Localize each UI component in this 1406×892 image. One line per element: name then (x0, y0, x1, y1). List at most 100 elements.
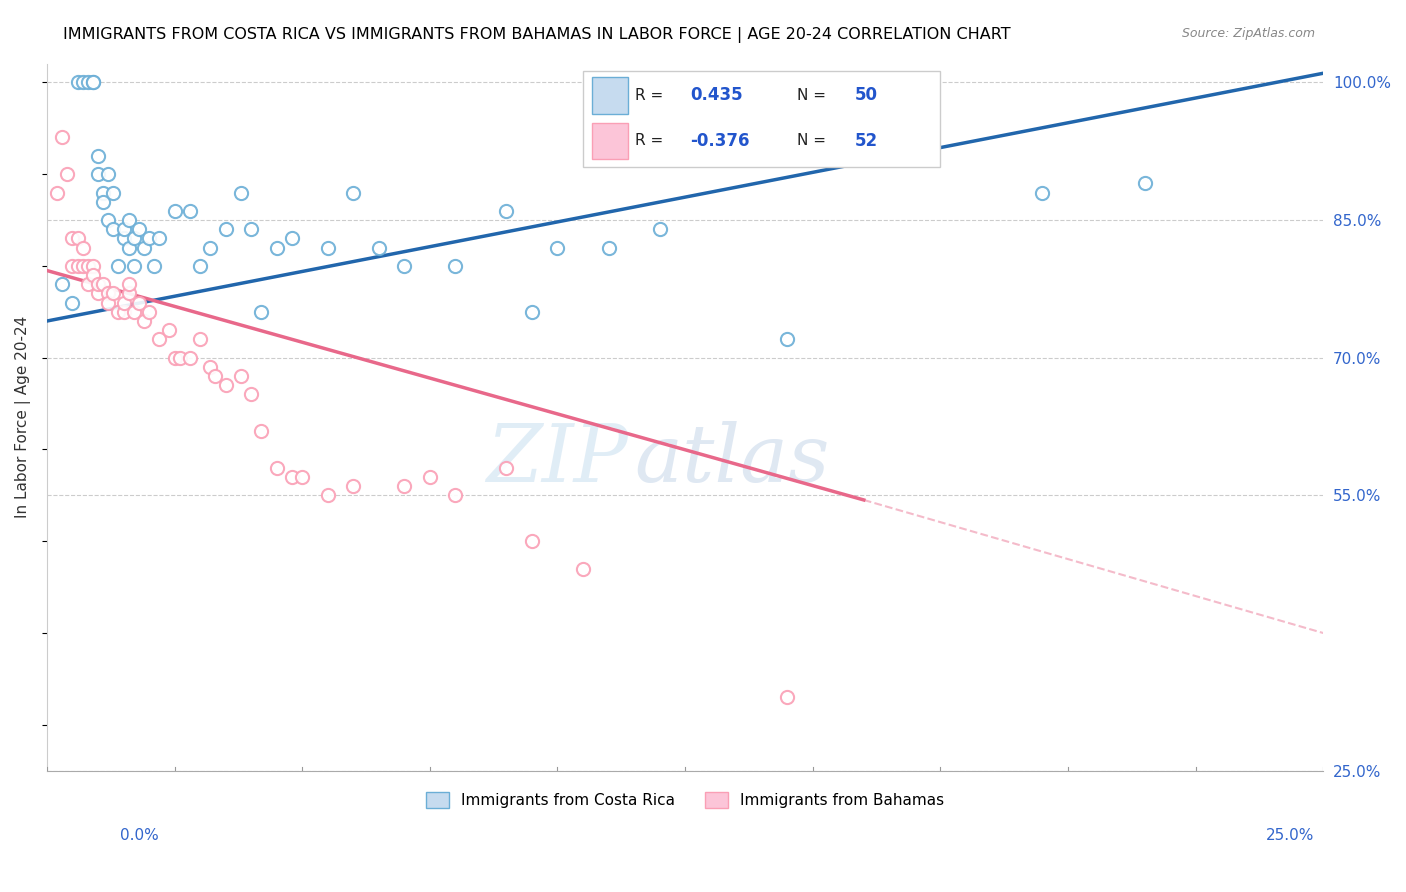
Point (266, 460, 288, 475)
Point (62, 259, 84, 273)
Point (214, 378, 236, 392)
Point (46, 186, 69, 200)
Point (342, 479, 364, 493)
Point (72, 75, 94, 89)
Point (97, 286, 120, 301)
Point (444, 259, 467, 273)
Point (76, 75, 98, 89)
Point (103, 186, 125, 200)
Point (118, 213, 141, 227)
Legend: Immigrants from Costa Rica, Immigrants from Bahamas: Immigrants from Costa Rica, Immigrants f… (418, 785, 952, 816)
Point (520, 534, 543, 549)
Point (138, 305, 160, 319)
Point (495, 203, 517, 218)
Text: IMMIGRANTS FROM COSTA RICA VS IMMIGRANTS FROM BAHAMAS IN LABOR FORCE | AGE 20-24: IMMIGRANTS FROM COSTA RICA VS IMMIGRANTS… (63, 27, 1011, 43)
Point (598, 241, 620, 255)
Point (367, 241, 389, 255)
Point (572, 562, 595, 576)
Point (240, 222, 263, 236)
Text: 0.0%: 0.0% (120, 829, 159, 843)
Text: 25.0%: 25.0% (1267, 829, 1315, 843)
Point (56, 167, 79, 181)
Text: ZIP: ZIP (486, 421, 627, 499)
Point (82, 259, 104, 273)
Point (316, 488, 339, 502)
Point (179, 351, 201, 365)
Point (1031, 186, 1053, 200)
Point (132, 241, 155, 255)
Point (128, 222, 150, 236)
Point (776, 332, 799, 346)
Point (229, 186, 252, 200)
Point (122, 305, 145, 319)
Point (188, 259, 211, 273)
Point (91, 194, 114, 209)
Point (107, 259, 129, 273)
Point (316, 241, 339, 255)
Point (87, 149, 110, 163)
Point (103, 222, 125, 236)
Point (107, 305, 129, 319)
Point (62, 295, 84, 310)
Point (229, 369, 252, 384)
Point (82, 75, 104, 89)
Point (97, 167, 120, 181)
Point (76, 259, 98, 273)
Point (66, 231, 89, 245)
Point (148, 332, 170, 346)
Point (444, 488, 467, 502)
Point (112, 305, 135, 319)
Point (342, 186, 364, 200)
Point (66, 259, 89, 273)
Point (112, 231, 135, 245)
Point (138, 231, 160, 245)
Point (200, 241, 222, 255)
Point (76, 277, 98, 292)
Point (291, 470, 314, 484)
Point (87, 286, 110, 301)
Point (214, 222, 236, 236)
Point (188, 332, 211, 346)
Point (281, 470, 304, 484)
Point (51, 130, 73, 145)
Point (776, 690, 799, 705)
Point (163, 351, 186, 365)
Point (72, 241, 94, 255)
Text: Source: ZipAtlas.com: Source: ZipAtlas.com (1181, 27, 1315, 40)
Point (169, 351, 191, 365)
Point (82, 268, 104, 282)
Point (112, 295, 135, 310)
Point (394, 479, 416, 493)
Point (1133, 177, 1156, 191)
Point (200, 359, 222, 374)
Point (103, 286, 125, 301)
Point (143, 259, 166, 273)
Point (91, 186, 114, 200)
Point (132, 314, 155, 328)
Point (495, 460, 517, 475)
Point (419, 470, 441, 484)
Point (204, 369, 226, 384)
Point (87, 277, 110, 292)
Point (179, 203, 201, 218)
Point (112, 222, 135, 236)
Point (122, 259, 145, 273)
Point (648, 222, 671, 236)
Point (62, 231, 84, 245)
Point (250, 424, 273, 438)
Point (122, 231, 145, 245)
Point (91, 277, 114, 292)
Y-axis label: In Labor Force | Age 20-24: In Labor Force | Age 20-24 (15, 317, 31, 518)
Point (118, 277, 141, 292)
Point (394, 259, 416, 273)
Point (281, 231, 304, 245)
Point (66, 75, 89, 89)
Point (72, 259, 94, 273)
Point (547, 241, 569, 255)
Text: atlas: atlas (634, 421, 830, 499)
Point (97, 295, 120, 310)
Point (159, 323, 181, 337)
Point (148, 231, 170, 245)
Point (163, 203, 186, 218)
Point (97, 213, 120, 227)
